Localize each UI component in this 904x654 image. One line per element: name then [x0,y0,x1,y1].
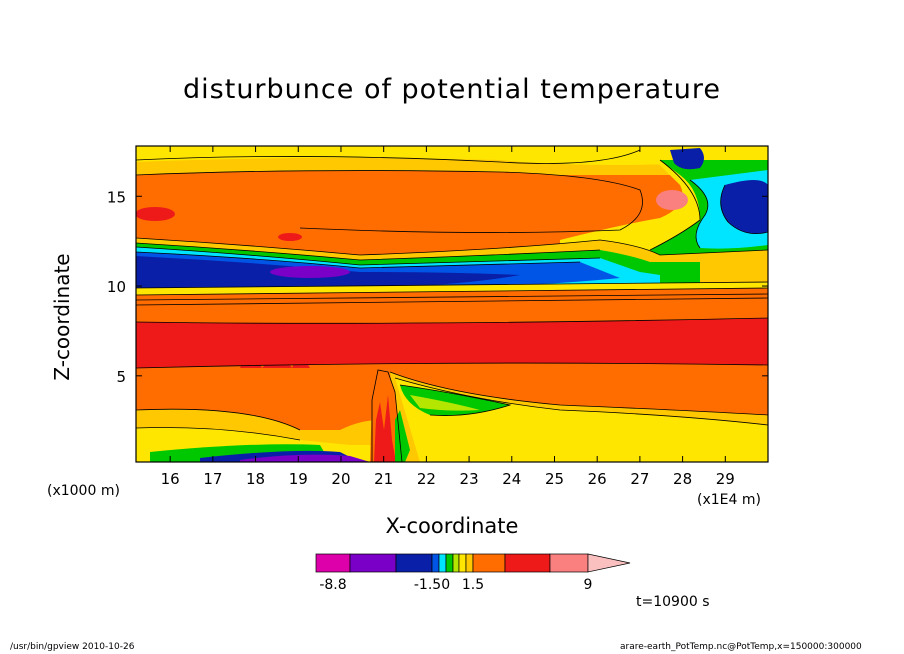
colorbar-segment [315,553,351,573]
x-axis: 16 17 18 19 20 21 22 23 24 25 26 27 28 29 [161,146,735,488]
lower-right-yellow [395,378,768,462]
x-tick-label: 24 [502,470,521,488]
colorbar-label: -1.50 [414,577,450,593]
lower-mid-orange [136,288,768,322]
x-axis-label: X-coordinate [385,514,519,538]
y-tick-label: 15 [107,188,126,206]
x-tick-label: 27 [630,470,649,488]
upper-right-blue-right [720,180,768,234]
y-axis-label: Z-coordinate [50,253,74,381]
red-blob-left [136,207,175,221]
colorbar-segment [431,553,440,573]
lower-right-lime [410,395,480,411]
time-label: t=10900 s [636,594,710,610]
x-unit-label: (x1000 m) [47,483,120,499]
x-tick-label: 26 [588,470,607,488]
top-band-yellow [136,146,768,165]
colorbar-label: -8.8 [319,577,346,593]
x-scale-label: (x1E4 m) [697,492,761,508]
upper-right-pink-blob [656,190,688,210]
chart-title: disturbunce of potential temperature [183,74,721,105]
colorbar-segment [504,553,551,573]
y-tick-label: 10 [107,278,126,296]
y-axis: 5 10 15 [107,188,768,386]
red-blob-upper [278,233,302,241]
x-tick-label: 22 [417,470,436,488]
x-tick-label: 20 [331,470,350,488]
contour-field [136,146,768,462]
contour-lines [136,149,768,462]
colorbar-label: 1.5 [462,577,484,593]
colorbar-arrow [587,553,631,573]
x-tick-label: 28 [673,470,692,488]
colorbar-segment [395,553,433,573]
footer-left: /usr/bin/gpview 2010-10-26 [10,642,135,652]
purple-blob [270,266,350,278]
x-tick-label: 16 [161,470,180,488]
x-tick-label: 17 [203,470,222,488]
x-tick-label: 21 [374,470,393,488]
red-band [136,318,768,368]
upper-orange-region [137,170,643,233]
colorbar-segment [472,553,506,573]
colorbar-segment [349,553,397,573]
front-red [374,395,396,462]
plot-frame [135,145,769,463]
colorbar-segment [465,553,474,573]
x-tick-label: 29 [716,470,735,488]
colorbar-label: 9 [584,577,593,593]
x-tick-label: 19 [289,470,308,488]
front-green [395,410,410,462]
footer-right: arare-earth_PotTemp.nc@PotTemp,x=150000:… [620,642,862,652]
x-tick-label: 18 [246,470,265,488]
colorbar-segment [549,553,589,573]
x-tick-label: 23 [460,470,479,488]
colorbar-segment [438,553,447,573]
red-spikes [240,345,310,368]
colorbar-segment [445,553,454,573]
upper-right-blue-top [670,148,704,170]
x-tick-label: 25 [545,470,564,488]
colorbar-segment [458,553,467,573]
y-tick-label: 5 [116,368,126,386]
colorbar: -8.8 -1.50 1.5 9 [315,553,631,593]
colorbar-segment [452,553,460,573]
lower-left-purple [240,454,370,462]
